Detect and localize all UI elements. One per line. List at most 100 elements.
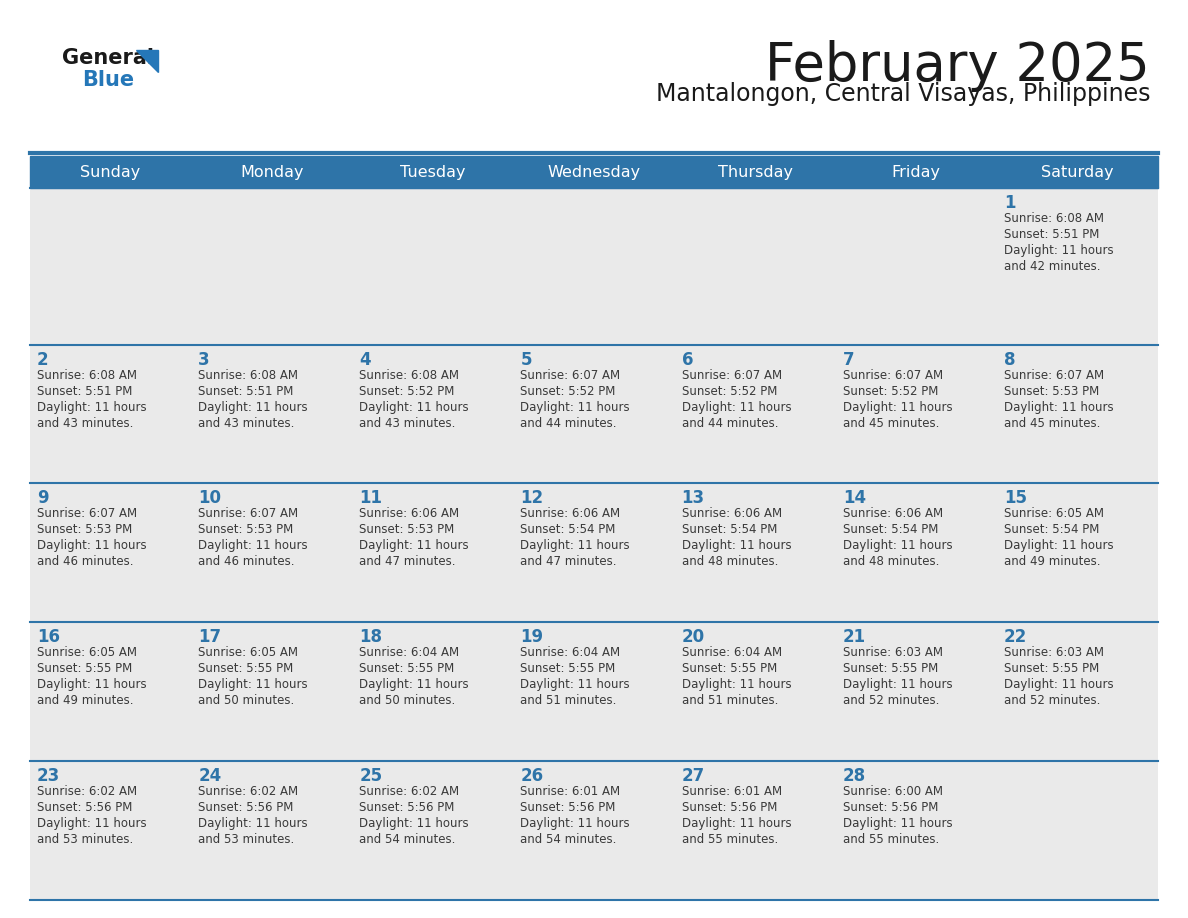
Text: and 45 minutes.: and 45 minutes.: [842, 417, 939, 430]
Bar: [353, 484, 513, 622]
Text: Saturday: Saturday: [1041, 164, 1113, 180]
Text: 16: 16: [37, 628, 61, 646]
Text: Daylight: 11 hours: Daylight: 11 hours: [842, 817, 953, 830]
Bar: [191, 484, 353, 622]
Bar: [353, 622, 513, 761]
Text: Daylight: 11 hours: Daylight: 11 hours: [842, 678, 953, 691]
Text: Sunrise: 6:08 AM: Sunrise: 6:08 AM: [37, 369, 137, 382]
Bar: [675, 761, 835, 900]
Bar: [997, 188, 1158, 344]
Text: Sunset: 5:54 PM: Sunset: 5:54 PM: [520, 523, 615, 536]
Bar: [675, 484, 835, 622]
Text: 14: 14: [842, 489, 866, 508]
Text: Sunrise: 6:00 AM: Sunrise: 6:00 AM: [842, 785, 943, 798]
Text: 3: 3: [198, 351, 210, 369]
Text: 22: 22: [1004, 628, 1028, 646]
Text: 28: 28: [842, 767, 866, 785]
Text: February 2025: February 2025: [765, 40, 1150, 92]
Text: and 54 minutes.: and 54 minutes.: [359, 834, 456, 846]
Text: Sunset: 5:56 PM: Sunset: 5:56 PM: [842, 801, 939, 814]
Text: Sunrise: 6:08 AM: Sunrise: 6:08 AM: [359, 369, 460, 382]
Text: and 42 minutes.: and 42 minutes.: [1004, 260, 1100, 273]
Text: Sunrise: 6:02 AM: Sunrise: 6:02 AM: [198, 785, 298, 798]
Text: Sunrise: 6:07 AM: Sunrise: 6:07 AM: [37, 508, 137, 521]
Text: Sunset: 5:56 PM: Sunset: 5:56 PM: [520, 801, 615, 814]
Text: Sunrise: 6:04 AM: Sunrise: 6:04 AM: [520, 646, 620, 659]
Text: 5: 5: [520, 351, 532, 369]
Text: 17: 17: [198, 628, 221, 646]
Text: Daylight: 11 hours: Daylight: 11 hours: [359, 540, 469, 553]
Text: Sunset: 5:54 PM: Sunset: 5:54 PM: [682, 523, 777, 536]
Text: Daylight: 11 hours: Daylight: 11 hours: [520, 678, 630, 691]
Text: and 43 minutes.: and 43 minutes.: [37, 417, 133, 430]
Text: 12: 12: [520, 489, 544, 508]
Text: and 51 minutes.: and 51 minutes.: [520, 694, 617, 708]
Bar: [835, 484, 997, 622]
Text: Monday: Monday: [240, 164, 303, 180]
Text: Sunset: 5:55 PM: Sunset: 5:55 PM: [359, 662, 455, 676]
Text: Daylight: 11 hours: Daylight: 11 hours: [37, 678, 146, 691]
Text: and 43 minutes.: and 43 minutes.: [198, 417, 295, 430]
Text: 27: 27: [682, 767, 704, 785]
Text: Friday: Friday: [892, 164, 941, 180]
Text: Daylight: 11 hours: Daylight: 11 hours: [37, 400, 146, 414]
Bar: [30, 188, 191, 344]
Text: Sunrise: 6:05 AM: Sunrise: 6:05 AM: [37, 646, 137, 659]
Text: Sunrise: 6:08 AM: Sunrise: 6:08 AM: [198, 369, 298, 382]
Text: Daylight: 11 hours: Daylight: 11 hours: [359, 817, 469, 830]
Text: Sunset: 5:51 PM: Sunset: 5:51 PM: [37, 385, 132, 397]
Text: Sunrise: 6:06 AM: Sunrise: 6:06 AM: [520, 508, 620, 521]
Text: and 50 minutes.: and 50 minutes.: [198, 694, 295, 708]
Text: General: General: [62, 48, 154, 68]
Text: Sunset: 5:56 PM: Sunset: 5:56 PM: [682, 801, 777, 814]
Text: Daylight: 11 hours: Daylight: 11 hours: [682, 678, 791, 691]
Text: and 55 minutes.: and 55 minutes.: [682, 834, 778, 846]
Text: Sunrise: 6:01 AM: Sunrise: 6:01 AM: [682, 785, 782, 798]
Text: and 55 minutes.: and 55 minutes.: [842, 834, 939, 846]
Text: and 49 minutes.: and 49 minutes.: [1004, 555, 1100, 568]
Text: 25: 25: [359, 767, 383, 785]
Text: Sunset: 5:56 PM: Sunset: 5:56 PM: [359, 801, 455, 814]
Text: Daylight: 11 hours: Daylight: 11 hours: [520, 817, 630, 830]
Text: Sunrise: 6:04 AM: Sunrise: 6:04 AM: [682, 646, 782, 659]
Text: Daylight: 11 hours: Daylight: 11 hours: [1004, 400, 1113, 414]
Text: and 54 minutes.: and 54 minutes.: [520, 834, 617, 846]
Text: 23: 23: [37, 767, 61, 785]
Bar: [835, 188, 997, 344]
Text: Sunrise: 6:06 AM: Sunrise: 6:06 AM: [842, 508, 943, 521]
Text: and 47 minutes.: and 47 minutes.: [359, 555, 456, 568]
Text: Wednesday: Wednesday: [548, 164, 640, 180]
Text: and 45 minutes.: and 45 minutes.: [1004, 417, 1100, 430]
Text: Sunset: 5:54 PM: Sunset: 5:54 PM: [1004, 523, 1099, 536]
Text: Daylight: 11 hours: Daylight: 11 hours: [198, 678, 308, 691]
Text: Sunset: 5:54 PM: Sunset: 5:54 PM: [842, 523, 939, 536]
Text: Sunrise: 6:07 AM: Sunrise: 6:07 AM: [682, 369, 782, 382]
Text: Sunset: 5:55 PM: Sunset: 5:55 PM: [842, 662, 939, 676]
Text: 4: 4: [359, 351, 371, 369]
Text: Thursday: Thursday: [718, 164, 792, 180]
Bar: [30, 622, 191, 761]
Text: 10: 10: [198, 489, 221, 508]
Text: Sunrise: 6:03 AM: Sunrise: 6:03 AM: [842, 646, 943, 659]
Text: Sunset: 5:51 PM: Sunset: 5:51 PM: [1004, 228, 1099, 241]
Text: Sunset: 5:53 PM: Sunset: 5:53 PM: [1004, 385, 1099, 397]
Text: Sunset: 5:55 PM: Sunset: 5:55 PM: [1004, 662, 1099, 676]
Bar: [30, 484, 191, 622]
Text: Mantalongon, Central Visayas, Philippines: Mantalongon, Central Visayas, Philippine…: [656, 82, 1150, 106]
Text: Sunrise: 6:04 AM: Sunrise: 6:04 AM: [359, 646, 460, 659]
Text: Sunset: 5:52 PM: Sunset: 5:52 PM: [682, 385, 777, 397]
Text: 1: 1: [1004, 194, 1016, 212]
Text: Sunset: 5:51 PM: Sunset: 5:51 PM: [198, 385, 293, 397]
Text: Sunset: 5:56 PM: Sunset: 5:56 PM: [198, 801, 293, 814]
Text: Sunset: 5:55 PM: Sunset: 5:55 PM: [198, 662, 293, 676]
Bar: [513, 188, 675, 344]
Text: Sunset: 5:52 PM: Sunset: 5:52 PM: [842, 385, 939, 397]
Text: Sunrise: 6:07 AM: Sunrise: 6:07 AM: [520, 369, 620, 382]
Text: and 50 minutes.: and 50 minutes.: [359, 694, 455, 708]
Text: and 48 minutes.: and 48 minutes.: [682, 555, 778, 568]
Text: Tuesday: Tuesday: [400, 164, 466, 180]
Bar: [675, 622, 835, 761]
Text: and 46 minutes.: and 46 minutes.: [37, 555, 133, 568]
Text: 26: 26: [520, 767, 544, 785]
Bar: [513, 484, 675, 622]
